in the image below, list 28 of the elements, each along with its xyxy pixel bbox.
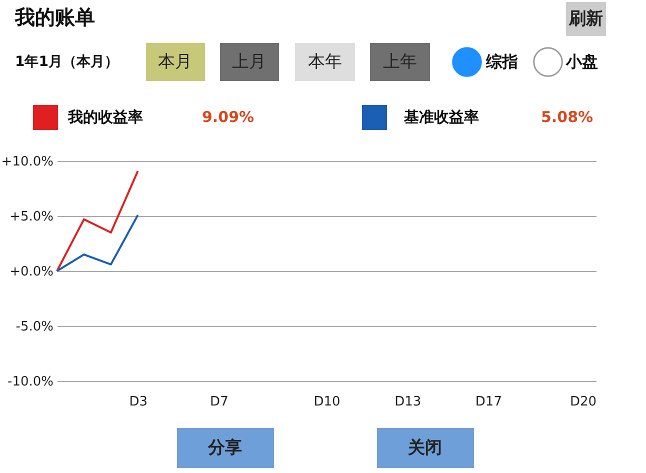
text: 关闭 <box>407 438 442 458</box>
text: 5.08% <box>541 108 594 126</box>
line-series <box>56 170 139 272</box>
y-tick-label: +5.0% <box>10 210 54 224</box>
y-tick-label: +10.0% <box>1 154 54 170</box>
legend-label: 我的收益率 <box>67 108 143 126</box>
text: 9.09% <box>202 108 254 126</box>
x-tick-label: D20 <box>570 394 596 410</box>
line-series <box>56 214 139 272</box>
x-tick-label: D7 <box>210 394 228 410</box>
x-tick-label: D3 <box>129 394 148 410</box>
chart-title: 我的账单 <box>14 5 95 29</box>
y-tick-label: -5.0% <box>16 320 54 334</box>
y-tick-label: -10.0% <box>8 374 54 390</box>
x-tick-label: D17 <box>475 394 502 410</box>
text: 小盘 <box>565 52 598 71</box>
text: 上月 <box>232 52 266 72</box>
text: 综指 <box>485 52 518 71</box>
text: 上年 <box>383 52 417 72</box>
text: 1年1月（本月） <box>15 54 118 70</box>
legend-label: 基准收益率 <box>403 108 479 126</box>
x-tick-label: D13 <box>394 394 422 410</box>
text: 本年 <box>308 52 342 72</box>
text: 刷新 <box>568 9 603 29</box>
y-tick-label: +0.0% <box>10 264 54 280</box>
text: 本月 <box>158 52 192 72</box>
x-tick-label: D10 <box>314 394 340 410</box>
text: 分享 <box>207 438 242 458</box>
